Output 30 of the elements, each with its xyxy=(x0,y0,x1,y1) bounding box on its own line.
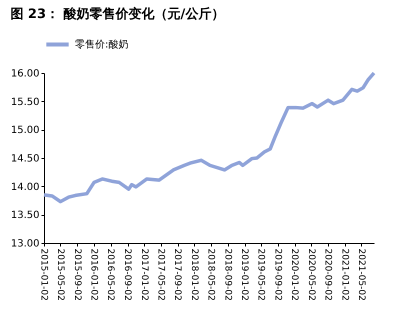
x-tick-label: 2016-05-02 xyxy=(105,248,116,301)
x-tick-label: 2021-01-02 xyxy=(339,248,350,301)
y-tick-label: 15.50 xyxy=(10,96,40,108)
x-tick-label: 2019-01-02 xyxy=(239,248,250,301)
y-tick-label: 14.00 xyxy=(10,182,40,193)
line-series xyxy=(42,71,376,204)
y-tick-label: 16.00 xyxy=(10,68,40,80)
y-tick-label: 15.00 xyxy=(10,125,40,136)
x-tick-label: 2015-01-02 xyxy=(38,248,48,301)
x-tick-label: 2018-01-02 xyxy=(188,248,199,301)
legend-label: 零售价:酸奶 xyxy=(75,38,128,50)
x-tick-label: 2017-05-02 xyxy=(155,248,166,301)
x-tick-label: 2020-09-02 xyxy=(322,248,333,301)
chart-title: 图 23： 酸奶零售价变化（元/公斤） xyxy=(10,6,224,22)
x-tick-label: 2016-01-02 xyxy=(88,248,99,301)
x-tick-label: 2015-05-02 xyxy=(54,248,65,301)
x-tick-label: 2019-09-02 xyxy=(272,248,282,301)
x-tick-label: 2021-05-02 xyxy=(356,248,366,301)
y-tick-label: 14.50 xyxy=(10,154,40,164)
x-tick-label: 2019-05-02 xyxy=(256,248,266,301)
x-tick-label: 2017-09-02 xyxy=(172,248,182,301)
x-tick-label: 2017-01-02 xyxy=(138,248,149,301)
x-tick-label: 2018-05-02 xyxy=(205,248,216,301)
x-tick-label: 2016-09-02 xyxy=(122,248,132,301)
x-tick-label: 2018-09-02 xyxy=(222,248,232,301)
x-tick-label: 2015-09-02 xyxy=(72,248,82,301)
y-tick-label: 13.00 xyxy=(10,238,40,250)
x-tick-label: 2020-05-02 xyxy=(306,248,316,301)
x-tick-label: 2020-01-02 xyxy=(289,248,300,301)
y-tick-label: 13.50 xyxy=(10,210,40,222)
